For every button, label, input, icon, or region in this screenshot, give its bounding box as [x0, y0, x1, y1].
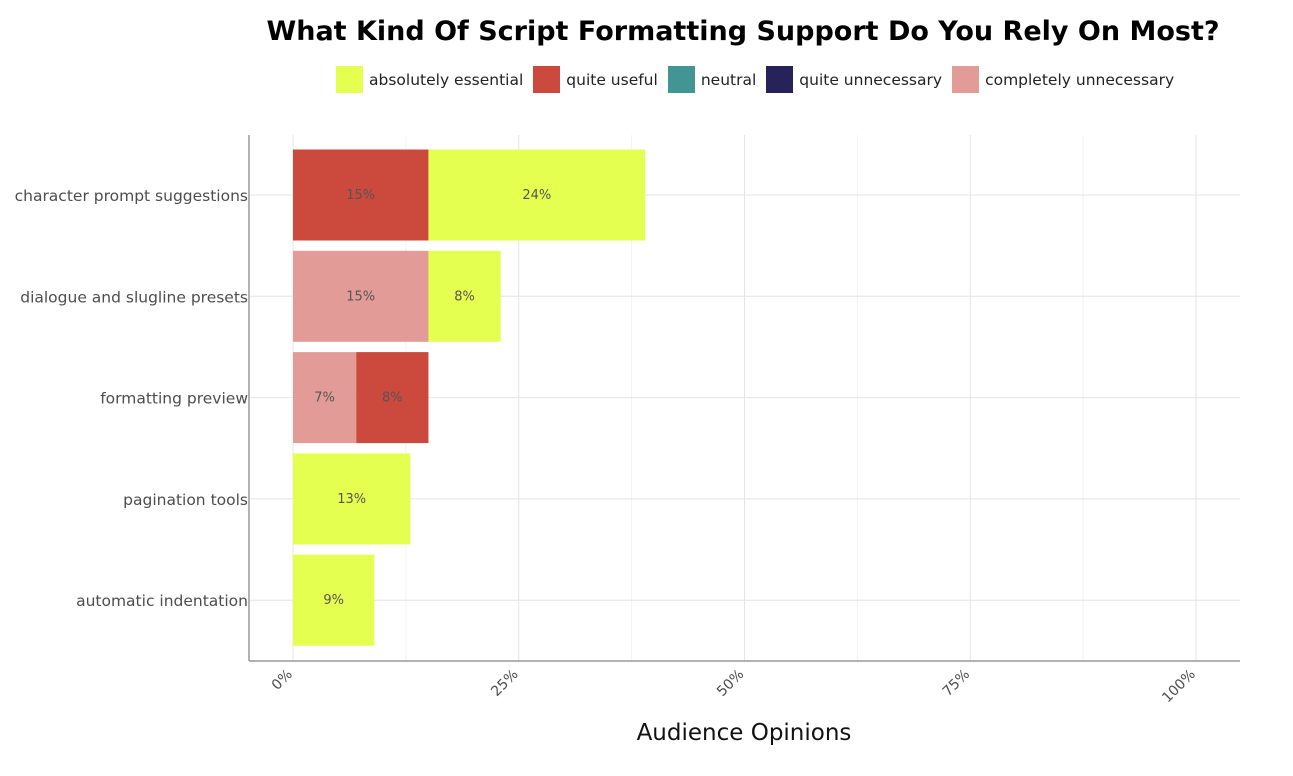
- legend-item: completely unnecessary: [952, 66, 1174, 93]
- legend-items: absolutely essential quite useful neutral q…: [336, 66, 1184, 93]
- bar-segment: [428, 149, 646, 241]
- data-label: 8%: [382, 391, 403, 406]
- legend-swatch: [952, 66, 980, 93]
- y-tick-label: pagination tools: [123, 491, 248, 509]
- legend-label: quite unnecessary: [799, 70, 943, 89]
- data-label: 15%: [346, 188, 375, 203]
- data-label: 24%: [522, 188, 551, 203]
- legend-item: absolutely essential: [336, 66, 523, 93]
- chart-title: What Kind Of Script Formatting Support D…: [266, 16, 1220, 47]
- y-tick-label: automatic indentation: [76, 592, 248, 610]
- data-label: 15%: [346, 289, 375, 304]
- bar-segment: [356, 352, 429, 444]
- data-label: 7%: [314, 391, 335, 406]
- bar-segment: [293, 453, 411, 545]
- y-tick-label: formatting preview: [100, 390, 248, 408]
- x-axis-title: Audience Opinions: [636, 720, 852, 746]
- legend-swatch: [533, 66, 561, 93]
- x-tick-label: 50%: [714, 667, 747, 700]
- legend-item: quite unnecessary: [766, 66, 942, 93]
- y-tick-label: dialogue and slugline presets: [20, 288, 248, 306]
- legend-label: quite useful: [566, 70, 658, 89]
- data-label: 9%: [323, 593, 344, 608]
- bar-segment: [293, 554, 375, 646]
- y-tick-label: character prompt suggestions: [15, 187, 248, 205]
- legend-swatch: [336, 66, 363, 93]
- x-tick-label: 75%: [940, 667, 973, 700]
- legend: absolutely essential quite useful neutral q…: [336, 66, 1276, 93]
- legend-swatch: [766, 66, 794, 93]
- legend-swatch: [667, 66, 695, 93]
- legend-item: quite useful: [533, 66, 658, 93]
- bar-segment: [293, 250, 429, 342]
- x-tick-label: 100%: [1159, 667, 1199, 707]
- data-label: 8%: [454, 289, 475, 304]
- bar-segment: [293, 149, 429, 241]
- bar-segment: [293, 352, 357, 444]
- x-tick-label: 0%: [269, 667, 296, 694]
- legend-label: completely unnecessary: [985, 70, 1175, 89]
- legend-label: absolutely essential: [369, 70, 524, 89]
- x-tick-label: 25%: [488, 667, 521, 700]
- legend-label: neutral: [700, 70, 757, 89]
- bar-segment: [428, 250, 501, 342]
- legend-item: neutral: [667, 66, 757, 93]
- data-label: 13%: [337, 492, 366, 507]
